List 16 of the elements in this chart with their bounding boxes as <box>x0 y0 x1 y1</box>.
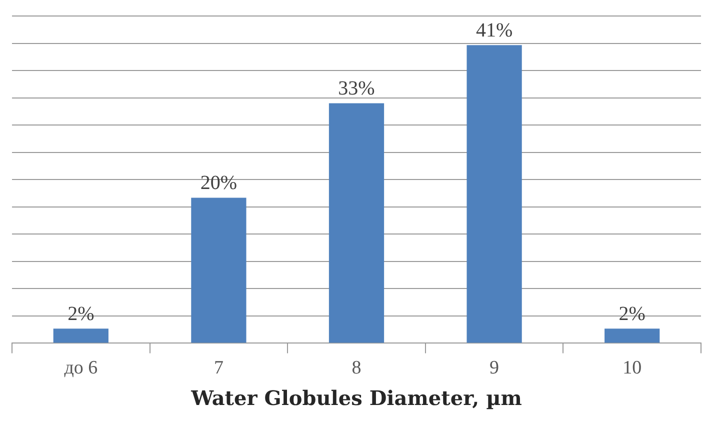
bar <box>328 103 384 343</box>
bar <box>604 328 660 343</box>
data-label: 33% <box>338 78 375 100</box>
data-label: 41% <box>476 19 513 42</box>
bar <box>466 45 522 343</box>
x-tick-label: до 6 <box>64 358 98 379</box>
x-axis-title: Water Globules Diameter, µm <box>190 386 522 410</box>
bar <box>53 328 108 343</box>
data-label: 2% <box>68 302 94 325</box>
data-label: 20% <box>200 172 238 194</box>
x-tick-label: 10 <box>622 358 642 379</box>
x-tick-label: 8 <box>352 358 362 379</box>
x-tick-label: 9 <box>490 358 500 379</box>
bar <box>191 198 246 343</box>
x-tick-label: 7 <box>214 358 224 379</box>
data-label: 2% <box>618 302 646 325</box>
